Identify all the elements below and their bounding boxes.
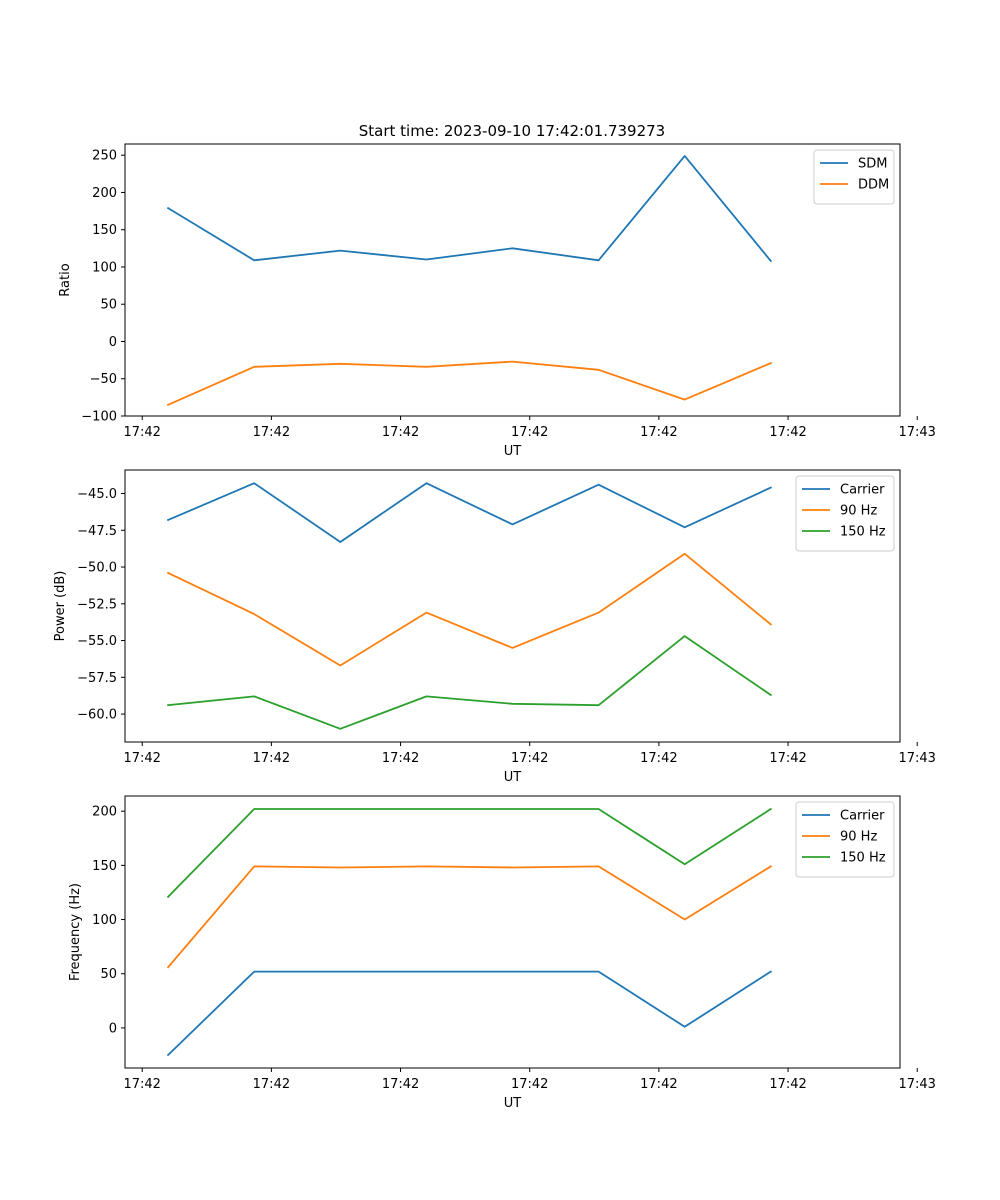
x-tick-label: 17:42: [123, 425, 160, 440]
x-tick-label: 17:43: [898, 425, 935, 440]
x-tick-label: 17:42: [640, 751, 677, 766]
y-tick-label: −60.0: [77, 708, 117, 723]
y-tick-label: −52.5: [77, 597, 117, 612]
y-tick-label: −45.0: [77, 487, 117, 502]
frequency-panel: 17:42 17:42 17:42 17:42 17:42 17:42 17:43 0 50 10…: [68, 795, 936, 1111]
x-tick-label: 17:42: [382, 751, 419, 766]
x-tick-label: 17:42: [640, 425, 677, 440]
y-axis-label: Frequency (Hz): [68, 883, 83, 981]
y-tick-label: −55.0: [77, 634, 117, 649]
y-tick-label: 150: [92, 859, 117, 874]
legend-label: DDM: [858, 178, 889, 193]
series-line-150-hz: [166, 807, 773, 899]
x-tick-label: 17:42: [123, 751, 160, 766]
power-axes-frame: [124, 469, 901, 743]
series-line-ddm: [166, 360, 772, 406]
series-line-90-hz: [166, 865, 773, 969]
ratio-legend: SDM DDM: [813, 149, 895, 205]
y-tick-label: 250: [92, 149, 117, 164]
y-tick-label: 100: [92, 260, 117, 275]
y-axis-label: Power (dB): [53, 571, 68, 642]
frequency-axes-frame: [124, 795, 901, 1069]
series-line-90-hz: [166, 552, 773, 667]
x-tick-label: 17:42: [640, 1077, 677, 1092]
y-axis-label: Ratio: [58, 263, 73, 296]
x-tick-label: 17:42: [511, 1077, 548, 1092]
chart-title: Start time: 2023-09-10 17:42:01.739273: [359, 122, 665, 140]
legend-label: Carrier: [840, 809, 885, 824]
y-tick-label: 200: [92, 186, 117, 201]
x-tick-label: 17:42: [769, 425, 806, 440]
x-tick-label: 17:42: [382, 1077, 419, 1092]
legend-label: SDM: [858, 157, 887, 172]
x-tick-label: 17:42: [253, 425, 290, 440]
x-tick-label: 17:42: [253, 1077, 290, 1092]
y-tick-label: 100: [92, 913, 117, 928]
ratio-axes-frame: [124, 143, 901, 417]
series-line-150-hz: [167, 635, 773, 730]
y-tick-label: 0: [109, 1021, 117, 1036]
x-axis-label: UT: [504, 1096, 522, 1111]
y-tick-label: 150: [92, 223, 117, 238]
legend-box: [795, 475, 895, 552]
y-tick-label: −47.5: [77, 524, 117, 539]
x-tick-label: 17:43: [898, 1077, 935, 1092]
x-axis-label: UT: [504, 444, 522, 459]
series-line-carrier: [166, 482, 772, 543]
x-tick-label: 17:42: [382, 425, 419, 440]
power-panel: 17:42 17:42 17:42 17:42 17:42 17:42 17:43 −60.0…: [53, 469, 936, 785]
x-tick-label: 17:42: [769, 751, 806, 766]
y-tick-label: 200: [92, 805, 117, 820]
legend-box: [795, 801, 895, 878]
y-tick-label: −57.5: [77, 671, 117, 686]
x-tick-label: 17:42: [769, 1077, 806, 1092]
ratio-panel: 17:42 17:42 17:42 17:42 17:42 17:42 17:43 −100 −…: [58, 143, 936, 459]
x-tick-label: 17:42: [511, 425, 548, 440]
x-axis-label: UT: [504, 770, 522, 785]
x-tick-label: 17:43: [898, 751, 935, 766]
y-tick-label: −100: [81, 410, 117, 425]
x-tick-label: 17:42: [253, 751, 290, 766]
series-line-sdm: [166, 154, 773, 263]
frequency-legend: Carrier 90 Hz 150 Hz: [795, 801, 895, 878]
y-tick-label: 0: [109, 335, 117, 350]
legend-label: 150 Hz: [840, 851, 886, 866]
y-tick-label: 50: [100, 298, 117, 313]
legend-label: 90 Hz: [840, 504, 877, 519]
legend-label: Carrier: [840, 483, 885, 498]
power-legend: Carrier 90 Hz 150 Hz: [795, 475, 895, 552]
y-tick-label: −50.0: [77, 561, 117, 576]
y-tick-label: −50: [90, 372, 117, 387]
y-tick-label: 50: [100, 967, 117, 982]
x-tick-label: 17:42: [123, 1077, 160, 1092]
x-tick-label: 17:42: [511, 751, 548, 766]
legend-label: 150 Hz: [840, 525, 886, 540]
series-line-carrier: [166, 970, 773, 1057]
legend-label: 90 Hz: [840, 830, 877, 845]
